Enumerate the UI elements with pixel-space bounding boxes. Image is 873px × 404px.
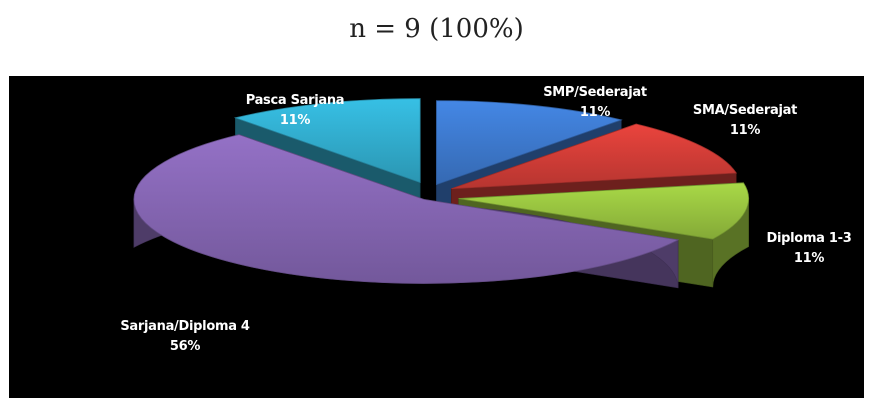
pie-chart-svg: SMP/Sederajat 11% SMA/Sederajat 11% Diploma … [120,85,852,354]
slice-percent-sarjana-diploma-4: 56% [170,339,200,354]
slice-label-sarjana-diploma-4: Sarjana/Diploma 4 [120,319,250,334]
pie-slice-top [133,134,680,284]
slice-percent-sma-sederajat: 11% [730,123,760,138]
pie-slice-top [436,100,623,186]
pie-slices [133,98,750,289]
slice-label-smp-sederajat: SMP/Sederajat [543,85,647,100]
pie-slice-sarjana-diploma-4 [133,134,680,289]
slice-label-pasca-sarjana: Pasca Sarjana [246,93,345,108]
pie-slice-top [451,123,737,190]
pie-labels: SMP/Sederajat 11% SMA/Sederajat 11% Diploma … [120,85,852,354]
slice-label-diploma-1-3: Diploma 1-3 [767,231,852,246]
pie-chart: SMP/Sederajat 11% SMA/Sederajat 11% Diploma … [9,76,864,398]
slice-label-sma-sederajat: SMA/Sederajat [693,103,797,118]
chart-caption: n = 9 (100%) [349,14,524,44]
slice-percent-smp-sederajat: 11% [580,105,610,120]
pie-slice-top [233,98,421,184]
slice-percent-pasca-sarjana: 11% [280,113,310,128]
slice-percent-diploma-1-3: 11% [794,251,824,266]
pie-slice-top [458,182,750,240]
